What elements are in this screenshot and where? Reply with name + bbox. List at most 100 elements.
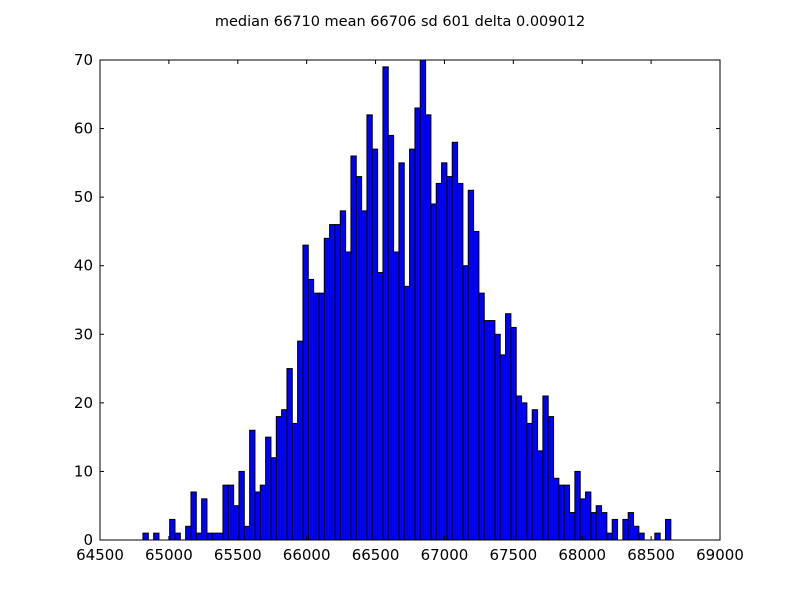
histogram-bar: [361, 210, 368, 541]
histogram-bar: [350, 155, 357, 541]
histogram-bar: [371, 148, 379, 541]
histogram-bar: [291, 422, 299, 541]
x-tick-label: 68500: [627, 546, 675, 564]
histogram-bar: [489, 320, 496, 541]
histogram-bar: [515, 395, 523, 541]
y-tick-label: 60: [74, 120, 93, 138]
histogram-bar: [574, 470, 581, 541]
histogram-bar: [505, 313, 512, 541]
histogram-bar: [611, 518, 619, 541]
histogram-bar: [473, 230, 480, 541]
histogram-bar: [307, 278, 315, 541]
histogram-bar: [398, 162, 405, 541]
histogram-bar: [579, 498, 587, 541]
x-tick-label: 65000: [145, 546, 193, 564]
histogram-bar: [537, 450, 544, 541]
y-tick-label: 10: [74, 462, 93, 480]
histogram-bar: [478, 292, 485, 541]
histogram-bar: [457, 182, 464, 541]
histogram-bar: [499, 354, 507, 541]
histogram-bar: [259, 484, 267, 541]
histogram-bar: [414, 107, 421, 541]
histogram-bar: [654, 532, 661, 541]
chart-title: median 66710 mean 66706 sd 601 delta 0.0…: [215, 14, 585, 30]
histogram-bar: [622, 518, 629, 541]
histogram-bar: [238, 470, 245, 541]
histogram-bar: [531, 409, 539, 541]
histogram-bar: [569, 512, 576, 541]
histogram-bar: [409, 148, 416, 541]
x-tick-label: 66500: [352, 546, 400, 564]
x-tick-label: 67500: [489, 546, 537, 564]
histogram-bar: [206, 532, 213, 541]
histogram-bar: [638, 532, 645, 541]
plot-frame: [99, 59, 721, 541]
y-tick-label: 30: [74, 325, 93, 343]
x-tick-label: 64500: [76, 546, 124, 564]
histogram-bar: [633, 525, 640, 541]
histogram-bar: [393, 251, 400, 541]
histogram-bar: [323, 237, 331, 541]
histogram-bar: [286, 368, 293, 541]
histogram-bar: [318, 292, 325, 541]
histogram-bar: [590, 512, 597, 541]
histogram-bar: [665, 518, 672, 541]
histogram-bar: [270, 457, 277, 541]
histogram-bar: [435, 182, 443, 541]
histogram-bar: [510, 326, 517, 541]
histogram-bar: [441, 162, 448, 541]
histogram-bar: [467, 189, 475, 541]
y-tick-label: 20: [74, 394, 93, 412]
histogram-bar: [430, 203, 437, 541]
histogram-bar: [547, 416, 555, 541]
histogram-bar: [313, 292, 320, 541]
histogram-bar: [302, 244, 309, 541]
histogram-bar: [142, 532, 149, 541]
histogram-bar: [195, 532, 203, 541]
histogram-bar: [254, 491, 261, 541]
histogram-bar: [169, 518, 176, 541]
histogram-bar: [419, 59, 427, 541]
histogram-bar: [526, 422, 533, 541]
histogram-bar: [249, 429, 256, 541]
histogram-bar: [425, 114, 432, 541]
histogram-bar: [265, 436, 272, 541]
x-tick-label: 66000: [283, 546, 331, 564]
histogram-bar: [462, 265, 469, 541]
histogram-bar: [387, 134, 395, 541]
y-tick-label: 0: [83, 531, 93, 549]
histogram-bar: [494, 333, 501, 541]
histogram-bar: [606, 532, 613, 541]
histogram-bar: [217, 532, 224, 541]
histogram-bar: [382, 66, 389, 541]
x-tick-label: 67000: [421, 546, 469, 564]
histogram-bar: [451, 141, 459, 541]
y-tick-label: 50: [74, 188, 93, 206]
histogram-bar: [174, 532, 181, 541]
x-tick-label: 69000: [696, 546, 744, 564]
y-tick-label: 70: [74, 51, 93, 69]
histogram-bar: [243, 525, 251, 541]
histogram-bar: [553, 477, 560, 541]
histogram-bar: [297, 340, 304, 541]
y-tick-label: 40: [74, 257, 93, 275]
histogram-bar: [345, 251, 352, 541]
histogram-bar: [185, 525, 192, 541]
histogram-bar: [563, 484, 571, 541]
histogram-bar: [153, 532, 160, 541]
histogram-bar: [275, 416, 283, 541]
x-tick-label: 68000: [558, 546, 606, 564]
histogram-bar: [329, 224, 336, 541]
histogram-bar: [542, 395, 549, 541]
histogram-bar: [601, 512, 608, 541]
histogram-bar: [190, 491, 197, 541]
histogram-bar: [377, 272, 384, 541]
histogram-bar: [483, 320, 491, 541]
histogram-bar: [595, 505, 603, 541]
histogram-bar: [227, 484, 235, 541]
histogram-bar: [281, 409, 288, 541]
histogram-bar: [201, 498, 208, 541]
histogram-bar: [366, 114, 373, 541]
histogram-bar: [355, 176, 363, 541]
